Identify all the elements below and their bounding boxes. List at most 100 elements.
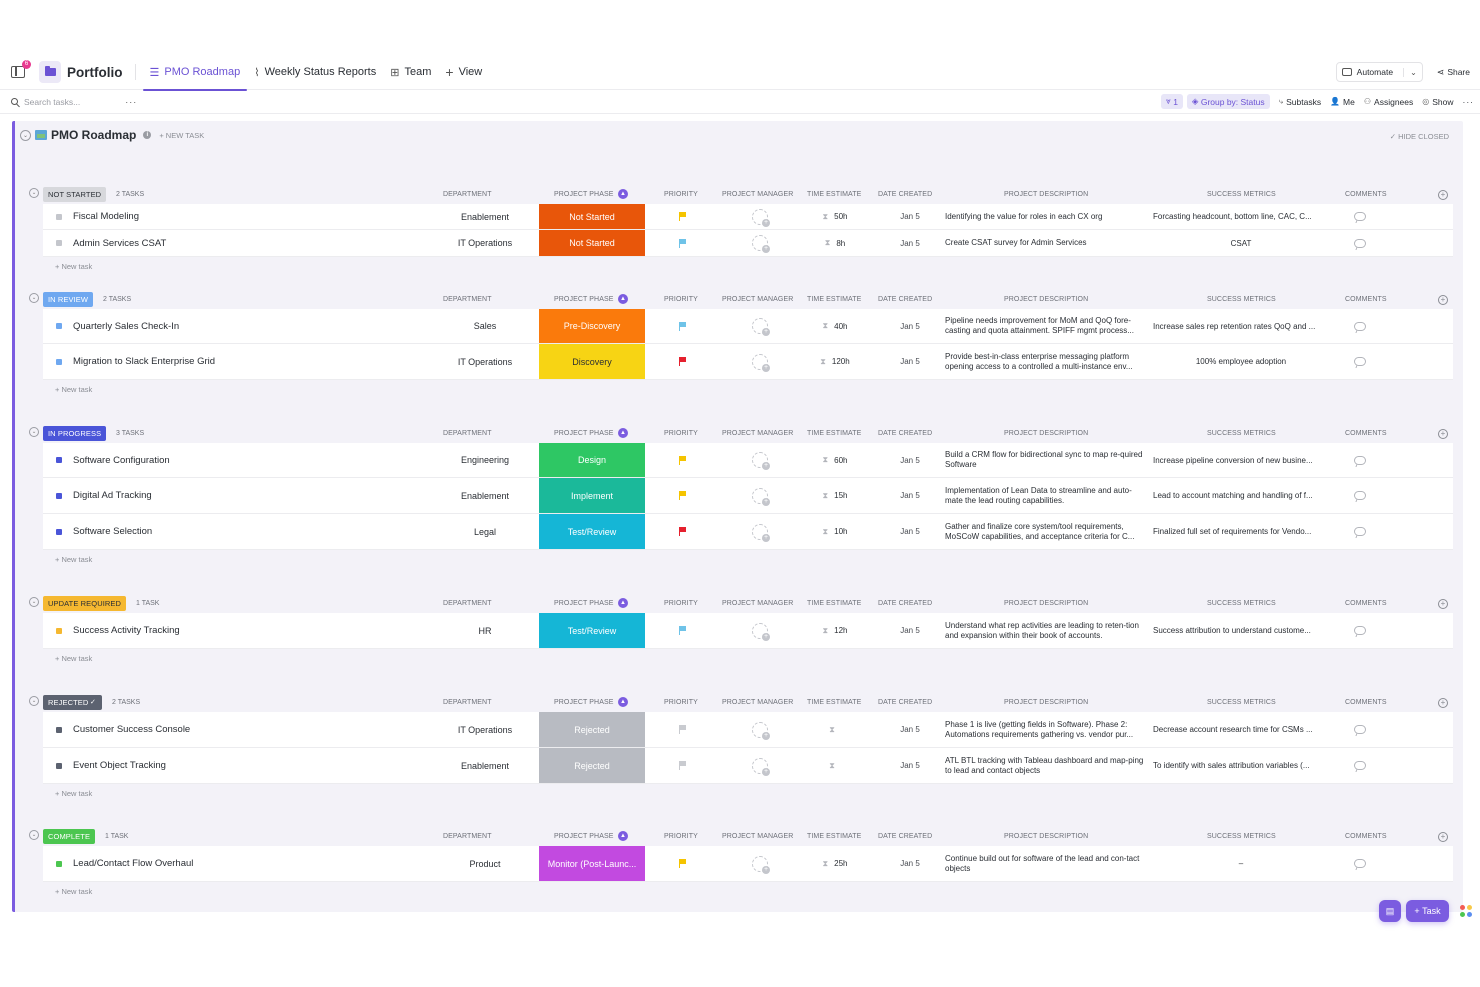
department-cell[interactable]: IT Operations [425, 712, 545, 747]
column-header-phase[interactable]: PROJECT PHASE [554, 191, 614, 198]
column-header-description[interactable]: PROJECT DESCRIPTION [1004, 833, 1089, 840]
status-badge[interactable]: COMPLETE [43, 829, 96, 844]
status-square-icon[interactable] [56, 860, 62, 867]
column-header-time[interactable]: TIME ESTIMATE [807, 833, 862, 840]
filter-button[interactable]: ⩔ 1 [1161, 94, 1183, 109]
add-assignee-icon[interactable] [752, 318, 770, 336]
search-input[interactable]: Search tasks... [11, 97, 80, 107]
department-cell[interactable]: HR [425, 613, 545, 648]
success-metrics-cell[interactable]: – [1153, 846, 1329, 881]
project-phase-cell[interactable]: Pre-Discovery [539, 309, 645, 343]
column-header-time[interactable]: TIME ESTIMATE [807, 430, 862, 437]
project-description-cell[interactable]: Identifying the value for roles in each … [945, 204, 1155, 229]
task-name[interactable]: Event Object Tracking [73, 760, 166, 771]
task-row[interactable]: Software Configuration Engineering Design ⧗… [43, 443, 1453, 478]
time-estimate-cell[interactable]: ⧗ 12h [805, 613, 865, 648]
column-header-metrics[interactable]: SUCCESS METRICS [1207, 191, 1276, 198]
success-metrics-cell[interactable]: Success attribution to understand custom… [1153, 613, 1329, 648]
comment-icon[interactable] [1354, 321, 1366, 331]
comments-cell[interactable] [1340, 230, 1380, 256]
sort-icon[interactable]: ▲ [618, 294, 628, 304]
column-header-date[interactable]: DATE CREATED [878, 699, 933, 706]
column-header-department[interactable]: DEPARTMENT [443, 699, 492, 706]
task-name-cell[interactable]: Digital Ad Tracking [43, 478, 403, 513]
project-description-cell[interactable]: Provide best-in-class enterprise messagi… [945, 344, 1155, 379]
task-name-cell[interactable]: Fiscal Modeling [43, 204, 403, 229]
column-header-manager[interactable]: PROJECT MANAGER [722, 296, 794, 303]
time-estimate-cell[interactable]: ⧗ 120h [805, 344, 865, 379]
project-phase-cell[interactable]: Design [539, 443, 645, 477]
add-assignee-icon[interactable] [752, 487, 770, 506]
task-row[interactable]: Software Selection Legal Test/Review ⧗ 10h Ja… [43, 514, 1453, 550]
task-name-cell[interactable]: Success Activity Tracking [43, 613, 403, 648]
column-header-date[interactable]: DATE CREATED [878, 833, 933, 840]
task-name-cell[interactable]: Admin Services CSAT [43, 230, 403, 256]
task-name-cell[interactable]: Software Selection [43, 514, 403, 549]
project-phase-cell[interactable]: Discovery [539, 344, 645, 379]
department-cell[interactable]: Sales [425, 309, 545, 343]
column-header-date[interactable]: DATE CREATED [878, 430, 933, 437]
time-estimate-cell[interactable]: ⧗ 60h [805, 443, 865, 477]
date-created-cell[interactable]: Jan 5 [875, 443, 945, 477]
success-metrics-cell[interactable]: 100% employee adoption [1153, 344, 1329, 379]
project-phase-cell[interactable]: Test/Review [539, 613, 645, 648]
add-assignee-icon[interactable] [752, 353, 770, 372]
department-cell[interactable]: Enablement [425, 478, 545, 513]
project-description-cell[interactable]: Gather and finalize core system/tool req… [945, 514, 1155, 549]
date-created-cell[interactable]: Jan 5 [875, 613, 945, 648]
status-badge[interactable]: REJECTED [43, 695, 103, 710]
task-name-cell[interactable]: Event Object Tracking [43, 748, 403, 783]
apps-grid-icon[interactable] [1459, 904, 1473, 918]
comments-cell[interactable] [1340, 443, 1380, 477]
comments-cell[interactable] [1340, 514, 1380, 549]
add-column-icon[interactable]: + [1438, 295, 1448, 305]
project-phase-cell[interactable]: Implement [539, 478, 645, 513]
task-name-cell[interactable]: Quarterly Sales Check-In [43, 309, 403, 343]
flag-icon[interactable] [679, 725, 687, 734]
status-badge[interactable]: IN PROGRESS [43, 426, 107, 441]
hide-closed-button[interactable]: ✓ HIDE CLOSED [1390, 132, 1449, 141]
column-header-priority[interactable]: PRIORITY [664, 191, 698, 198]
department-cell[interactable]: IT Operations [425, 230, 545, 256]
project-phase-cell[interactable]: Not Started [539, 204, 645, 229]
add-task-button[interactable]: + Task [1406, 900, 1449, 922]
project-phase-cell[interactable]: Test/Review [539, 514, 645, 549]
priority-cell[interactable] [663, 344, 703, 379]
comments-cell[interactable] [1340, 712, 1380, 747]
date-created-cell[interactable]: Jan 5 [875, 712, 945, 747]
column-header-comments[interactable]: COMMENTS [1345, 191, 1387, 198]
status-square-icon[interactable] [56, 213, 62, 220]
add-view-button[interactable]: + View [438, 55, 489, 90]
tab-pmo-roadmap[interactable]: ☰ PMO Roadmap [142, 55, 248, 91]
column-header-phase[interactable]: PROJECT PHASE [554, 600, 614, 607]
info-icon[interactable]: i [143, 131, 152, 139]
column-header-time[interactable]: TIME ESTIMATE [807, 699, 862, 706]
column-header-phase[interactable]: PROJECT PHASE [554, 699, 614, 706]
date-created-cell[interactable]: Jan 5 [875, 846, 945, 881]
department-cell[interactable]: Product [425, 846, 545, 881]
column-header-date[interactable]: DATE CREATED [878, 191, 933, 198]
flag-icon[interactable] [679, 212, 687, 221]
flag-icon[interactable] [679, 626, 687, 635]
task-name[interactable]: Customer Success Console [73, 724, 191, 735]
column-header-department[interactable]: DEPARTMENT [443, 600, 492, 607]
flag-icon[interactable] [679, 761, 687, 770]
comments-cell[interactable] [1340, 748, 1380, 783]
column-header-description[interactable]: PROJECT DESCRIPTION [1004, 430, 1089, 437]
task-row[interactable]: Quarterly Sales Check-In Sales Pre-Discove… [43, 309, 1453, 344]
priority-cell[interactable] [663, 613, 703, 648]
priority-cell[interactable] [663, 514, 703, 549]
project-description-cell[interactable]: Build a CRM flow for bidirectional sync … [945, 443, 1155, 477]
comment-icon[interactable] [1354, 212, 1366, 221]
share-button[interactable]: ⋖ Share [1437, 67, 1470, 78]
status-square-icon[interactable] [56, 726, 62, 733]
column-header-description[interactable]: PROJECT DESCRIPTION [1004, 600, 1089, 607]
column-header-priority[interactable]: PRIORITY [664, 699, 698, 706]
new-task-row-button[interactable]: + New task [55, 385, 93, 394]
comment-icon[interactable] [1354, 626, 1366, 635]
priority-cell[interactable] [663, 204, 703, 229]
success-metrics-cell[interactable]: Forcasting headcount, bottom line, CAC, … [1153, 204, 1329, 229]
task-row[interactable]: Migration to Slack Enterprise Grid IT Ope… [43, 344, 1453, 380]
project-manager-cell[interactable] [720, 514, 800, 549]
column-header-department[interactable]: DEPARTMENT [443, 191, 492, 198]
